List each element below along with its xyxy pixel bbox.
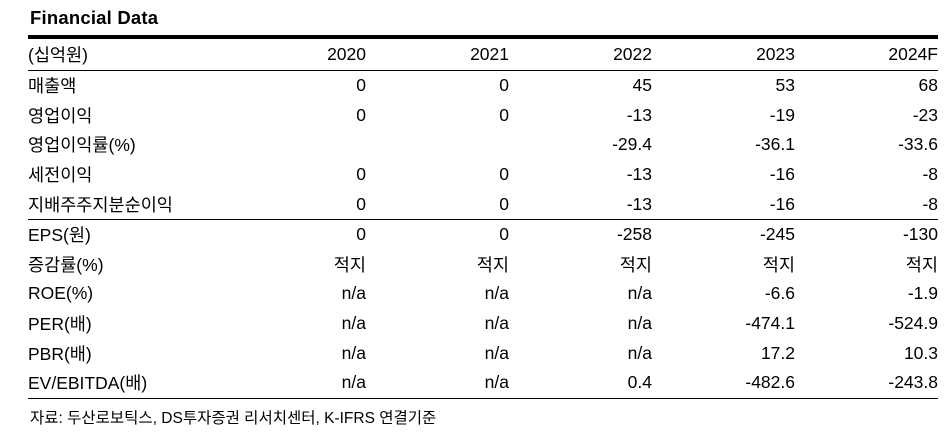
row-label: 영업이익률(%) xyxy=(28,135,136,156)
row-value: 0 xyxy=(356,75,366,96)
row-value: -33.6 xyxy=(898,134,938,155)
row-value: 10.3 xyxy=(903,342,938,363)
row-value: -482.6 xyxy=(745,372,795,393)
table-row-per: PER(배) n/a n/a n/a -474.1 -524.9 xyxy=(28,309,938,339)
table-row-net-profit-controlling: 지배주주지분순이익 0 0 -13 -16 -8 xyxy=(28,189,938,220)
row-value: 0 xyxy=(356,104,366,125)
table-row-operating-margin: 영업이익률(%) -29.4 -36.1 -33.6 xyxy=(28,130,938,160)
table-row-ev-ebitda: EV/EBITDA(배) n/a n/a 0.4 -482.6 -243.8 xyxy=(28,368,938,398)
row-value: -474.1 xyxy=(745,313,795,334)
year-header-2020: 2020 xyxy=(223,37,366,71)
row-value: 0 xyxy=(356,224,366,245)
row-value: 적지 xyxy=(905,254,938,275)
row-value: 적지 xyxy=(476,254,509,275)
row-value: -29.4 xyxy=(612,134,652,155)
row-value: -6.6 xyxy=(764,283,795,304)
row-label: EV/EBITDA(배) xyxy=(28,373,148,394)
row-value: -13 xyxy=(626,164,652,185)
row-value: 적지 xyxy=(333,254,366,275)
row-value xyxy=(366,130,509,160)
row-label: EPS(원) xyxy=(28,225,91,246)
row-value xyxy=(223,130,366,160)
row-value: 0 xyxy=(499,75,509,96)
table-row-eps: EPS(원) 0 0 -258 -245 -130 xyxy=(28,219,938,249)
row-value: -8 xyxy=(922,164,938,185)
table-row-pbr: PBR(배) n/a n/a n/a 17.2 10.3 xyxy=(28,338,938,368)
row-value: n/a xyxy=(484,372,509,393)
year-header-2024f: 2024F xyxy=(795,37,938,71)
row-value: -23 xyxy=(912,104,938,125)
row-label: ROE(%) xyxy=(28,283,94,304)
row-value: -36.1 xyxy=(755,134,795,155)
row-value: n/a xyxy=(341,313,366,334)
financial-table: (십억원) 2020 2021 2022 2023 2024F 매출액 0 0 … xyxy=(28,35,938,399)
table-row-roe: ROE(%) n/a n/a n/a -6.6 -1.9 xyxy=(28,279,938,309)
row-value: 17.2 xyxy=(760,342,795,363)
row-value: -524.9 xyxy=(888,313,938,334)
row-value: -243.8 xyxy=(888,372,938,393)
row-value: n/a xyxy=(341,283,366,304)
row-value: 0 xyxy=(356,164,366,185)
table-row-pretax-profit: 세전이익 0 0 -13 -16 -8 xyxy=(28,160,938,190)
row-value: 45 xyxy=(632,75,652,96)
row-value: -1.9 xyxy=(907,283,938,304)
header-row: (십억원) 2020 2021 2022 2023 2024F xyxy=(28,37,938,71)
row-value: n/a xyxy=(484,342,509,363)
row-label: PER(배) xyxy=(28,314,92,335)
row-value: -16 xyxy=(769,164,795,185)
row-value: -16 xyxy=(652,189,795,220)
row-value: n/a xyxy=(484,283,509,304)
row-value: -8 xyxy=(795,189,938,220)
row-value: -13 xyxy=(509,189,652,220)
row-value: n/a xyxy=(627,342,652,363)
row-value: 0 xyxy=(499,164,509,185)
page-title: Financial Data xyxy=(30,7,159,28)
row-value: -258 xyxy=(616,224,652,245)
table-row-eps-growth: 증감률(%) 적지 적지 적지 적지 적지 xyxy=(28,250,938,280)
row-value: -245 xyxy=(759,224,795,245)
row-value: 53 xyxy=(775,75,795,96)
row-value: n/a xyxy=(341,342,366,363)
row-value: 68 xyxy=(918,75,938,96)
table-row-operating-profit: 영업이익 0 0 -13 -19 -23 xyxy=(28,101,938,131)
row-label: 증감률(%) xyxy=(28,254,104,275)
row-label: 지배주주지분순이익 xyxy=(28,189,223,220)
row-value: 0 xyxy=(499,104,509,125)
row-label: PBR(배) xyxy=(28,343,92,364)
row-label: 영업이익 xyxy=(28,105,93,126)
source-note: 자료: 두산로보틱스, DS투자증권 리서치센터, K-IFRS 연결기준 xyxy=(30,410,437,427)
row-value: 0 xyxy=(223,189,366,220)
unit-header: (십억원) xyxy=(28,37,223,71)
row-value: n/a xyxy=(627,313,652,334)
row-value: n/a xyxy=(484,313,509,334)
row-value: 0.4 xyxy=(627,372,652,393)
row-value: -13 xyxy=(626,104,652,125)
year-header-2023: 2023 xyxy=(652,37,795,71)
row-value: -130 xyxy=(902,224,938,245)
row-value: n/a xyxy=(341,372,366,393)
year-header-2022: 2022 xyxy=(509,37,652,71)
row-label: 세전이익 xyxy=(28,165,93,186)
row-value: -19 xyxy=(769,104,795,125)
row-value: n/a xyxy=(627,283,652,304)
table-row-revenue: 매출액 0 0 45 53 68 xyxy=(28,71,938,101)
row-value: 적지 xyxy=(762,254,795,275)
row-value: 적지 xyxy=(619,254,652,275)
row-value: 0 xyxy=(499,224,509,245)
year-header-2021: 2021 xyxy=(366,37,509,71)
row-value: 0 xyxy=(366,189,509,220)
row-label: 매출액 xyxy=(28,76,77,97)
